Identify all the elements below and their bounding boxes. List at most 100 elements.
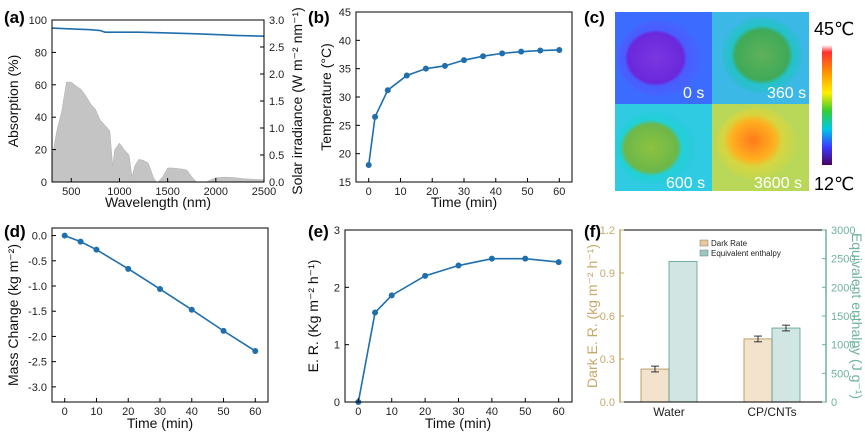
y-tick-label: 0.0: [600, 397, 615, 409]
data-point: [518, 48, 525, 55]
x-tick-label: 40: [186, 406, 198, 418]
data-point: [125, 265, 132, 272]
category-label: Water: [653, 405, 685, 419]
thermal-time-label: 0 s: [683, 85, 704, 102]
y-tick-label: -1.5: [28, 306, 47, 318]
x-tick-label: 0: [366, 186, 372, 198]
y-tick-label: -1.0: [28, 281, 47, 293]
data-point: [93, 246, 100, 253]
x-tick-label: 50: [519, 406, 531, 418]
category-label: CP/CNTs: [747, 405, 796, 419]
thermal-image-600s: 600 s: [615, 104, 712, 192]
data-point: [77, 238, 84, 245]
legend-label: Equivalent enthalpy: [711, 249, 781, 258]
x-tick-label: 40: [490, 186, 502, 198]
data-point: [441, 62, 448, 69]
data-point: [422, 272, 429, 279]
x-tick-label: 20: [419, 406, 431, 418]
x-tick-label: 60: [553, 406, 565, 418]
data-point: [220, 327, 227, 334]
data-line: [64, 234, 256, 352]
x-axis-label: Time (min): [431, 194, 497, 210]
temperature-color-scale: [822, 45, 832, 165]
plot-frame: [355, 11, 573, 183]
plot-frame: [344, 229, 573, 403]
y-tick-label: 60: [35, 80, 47, 92]
absorption-line: [51, 27, 265, 37]
y-tick-label: 25: [339, 120, 351, 132]
data-point: [499, 50, 506, 57]
y-axis-label: Absorption (%): [5, 55, 21, 148]
y-tick-label: 45: [339, 7, 351, 19]
panel-b: (b) 0 10 20 30 40 50 60 15 20 25 30 35 40 45 Time (mi…: [308, 7, 573, 210]
y-axis-label: Dark E. R. (kg m⁻² h⁻¹): [584, 244, 600, 388]
y-tick-label: 0.0: [32, 231, 47, 243]
y-axis-right-label: Solar irradiance (W m⁻² nm⁻¹): [289, 7, 305, 194]
data-point: [556, 46, 563, 53]
data-point: [455, 262, 462, 269]
x-tick-label: 0: [355, 406, 361, 418]
legend: Dark Rate Equivalent enthalpy: [699, 239, 781, 258]
y-right-tick-label: 3.0: [269, 15, 284, 27]
y-right-tick-label: 0.5: [269, 150, 284, 162]
thermal-time-label: 360 s: [767, 85, 806, 102]
data-point: [461, 57, 467, 64]
x-tick-label: 500: [62, 186, 80, 198]
scale-max-label: 45℃: [814, 19, 854, 39]
y-axis-label: E. R. (Kg m⁻² h⁻¹): [305, 260, 321, 373]
panel-a: (a) 500 1000 1500 2000 2500 0 20 40 60 80 100 0.0 0.…: [4, 7, 305, 210]
y-tick-label: 20: [35, 145, 47, 157]
y-tick-label: 2: [334, 282, 340, 294]
y-axis-label: Temperature (°C): [318, 43, 334, 151]
data-point: [61, 232, 68, 239]
data-point: [372, 309, 379, 316]
x-tick-label: 0: [62, 406, 68, 418]
thermal-time-label: 3600 s: [754, 175, 802, 192]
y-tick-label: 3: [334, 225, 340, 237]
panel-b-label: (b): [308, 8, 330, 27]
panel-e: (e) 0 10 20 30 40 50 60 0 1 2 3 Time (min) E. R. (…: [305, 222, 573, 431]
y-axis-right-label: Equivalent enthalpy (J g⁻¹): [849, 233, 865, 399]
panel-c-label: (c): [584, 8, 605, 27]
x-tick-label: 50: [217, 406, 229, 418]
panel-d: (d) 0 10 20 30 40 50 60 0.0 -0.5 -1.0 -1.5 -2.0 -2.5…: [4, 222, 269, 431]
y-tick-label: 15: [339, 177, 351, 189]
x-tick-label: 1500: [155, 186, 179, 198]
solar-irradiance-area: [51, 81, 265, 183]
panel-e-label: (e): [308, 222, 329, 241]
x-axis-label: Wavelength (nm): [105, 194, 211, 210]
x-tick-label: 30: [452, 406, 464, 418]
legend-swatch-enthalpy: [699, 249, 709, 257]
thermal-image-3600s: 3600 s: [712, 104, 809, 192]
y-tick-label: 20: [339, 149, 351, 161]
data-point: [488, 255, 495, 262]
y-tick-label: 0: [41, 177, 47, 189]
data-point: [365, 162, 372, 168]
y-tick-label: 100: [29, 15, 47, 27]
y-right-tick-label: 2.0: [269, 69, 284, 81]
x-tick-label: 50: [521, 186, 533, 198]
x-tick-label: 30: [154, 406, 166, 418]
y-right-tick-label: 0: [831, 397, 837, 409]
data-point: [480, 53, 487, 60]
legend-label: Dark Rate: [711, 239, 748, 248]
y-tick-label: -2.0: [28, 331, 47, 343]
y-tick-label: -2.5: [28, 357, 47, 369]
data-point: [555, 259, 562, 266]
thermal-time-label: 600 s: [666, 175, 705, 192]
panel-d-label: (d): [4, 222, 26, 241]
panel-f: (f) Water CP/CNTs 0.0 0.3 0.6 0.9 1.2 0 500 1000 1…: [584, 222, 865, 419]
scale-min-label: 12℃: [814, 174, 854, 194]
thermal-image-0s: 0 s: [615, 12, 712, 104]
panel-a-label: (a): [4, 8, 25, 27]
x-tick-label: 2000: [204, 186, 228, 198]
x-tick-label: 10: [394, 186, 406, 198]
bar-equivalent-enthalpy: [668, 261, 698, 403]
y-right-tick-label: 0.0: [269, 177, 284, 189]
x-tick-label: 10: [386, 406, 398, 418]
legend-swatch-dark-rate: [699, 239, 709, 247]
y-axis-label: Mass Change (kg m⁻²): [5, 244, 21, 386]
y-right-tick-label: 1.0: [269, 123, 284, 135]
y-right-tick-label: 3000: [831, 225, 855, 237]
